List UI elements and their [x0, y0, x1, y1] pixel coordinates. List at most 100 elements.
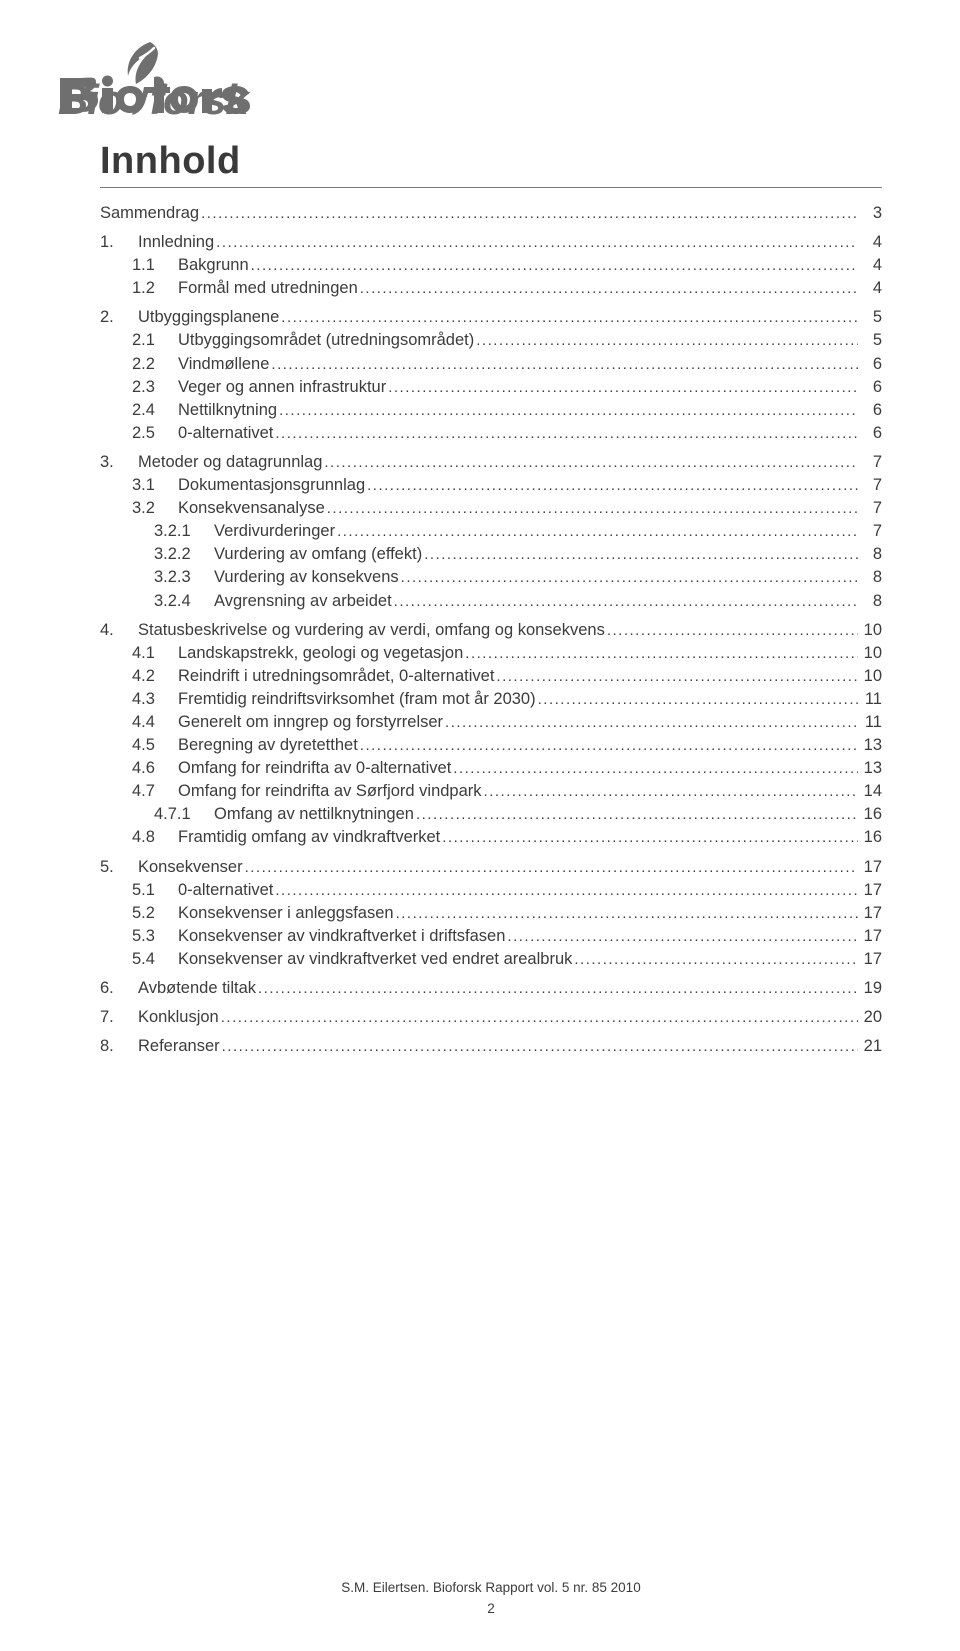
toc-leader-dots: [476, 329, 858, 352]
toc-entry-page: 16: [860, 826, 882, 849]
toc-entry-text: Metoder og datagrunnlag: [138, 451, 322, 474]
toc-leader-dots: [337, 520, 858, 543]
toc-entry-number: 2.5: [132, 422, 178, 445]
toc-entry-number: 4.8: [132, 826, 178, 849]
toc-entry-number: 3.2.2: [154, 543, 214, 566]
toc-entry-text: Konsekvenser av vindkraftverket ved endr…: [178, 948, 572, 971]
toc-entry-number: 4.4: [132, 711, 178, 734]
toc-leader-dots: [360, 277, 858, 300]
toc-leader-dots: [201, 202, 858, 225]
toc-entry-text: Bakgrunn: [178, 254, 249, 277]
toc-leader-dots: [442, 826, 858, 849]
toc-entry-number: 4.6: [132, 757, 178, 780]
toc-entry: 4.2Reindrift i utredningsområdet, 0-alte…: [100, 665, 882, 688]
toc-entry-text: Statusbeskrivelse og vurdering av verdi,…: [138, 619, 605, 642]
toc-entry-page: 3: [860, 202, 882, 225]
toc-entry-number: 1.: [100, 231, 138, 254]
toc-leader-dots: [367, 474, 858, 497]
toc-entry-page: 8: [860, 566, 882, 589]
toc-entry: 4.4Generelt om inngrep og forstyrrelser1…: [100, 711, 882, 734]
toc-entry-text: Konsekvenser av vindkraftverket i drifts…: [178, 925, 505, 948]
toc-entry-text: Konsekvenser: [138, 856, 243, 879]
toc-entry-text: Omfang for reindrifta av 0-alternativet: [178, 757, 451, 780]
svg-text:forsk: forsk: [150, 76, 251, 118]
toc-entry-page: 5: [860, 329, 882, 352]
toc-entry-page: 5: [860, 306, 882, 329]
toc-entry-number: 5.: [100, 856, 138, 879]
toc-leader-dots: [394, 590, 858, 613]
toc-entry-number: 5.4: [132, 948, 178, 971]
toc-entry: 1.1Bakgrunn4: [100, 254, 882, 277]
toc-entry: 4.6Omfang for reindrifta av 0-alternativ…: [100, 757, 882, 780]
toc-entry-text: Vurdering av omfang (effekt): [214, 543, 422, 566]
toc-entry-page: 4: [860, 231, 882, 254]
toc-entry-text: Avbøtende tiltak: [138, 977, 256, 1000]
toc-entry: 5.Konsekvenser 17: [100, 856, 882, 879]
svg-text:Bio: Bio: [58, 76, 123, 118]
toc-entry-page: 11: [860, 688, 882, 711]
toc-entry-text: Landskapstrekk, geologi og vegetasjon: [178, 642, 463, 665]
toc-entry-number: 4.1: [132, 642, 178, 665]
toc-leader-dots: [445, 711, 858, 734]
toc-entry-text: Utbyggingsplanene: [138, 306, 279, 329]
toc-leader-dots: [416, 803, 858, 826]
toc-entry-text: Referanser: [138, 1035, 220, 1058]
toc-entry: 4.5Beregning av dyretetthet13: [100, 734, 882, 757]
toc-entry-page: 13: [860, 757, 882, 780]
toc-entry-text: Framtidig omfang av vindkraftverket: [178, 826, 440, 849]
toc-entry-number: 4.5: [132, 734, 178, 757]
toc-entry-number: 4.7: [132, 780, 178, 803]
toc-leader-dots: [281, 306, 858, 329]
toc-leader-dots: [258, 977, 858, 1000]
toc-entry-text: Beregning av dyretetthet: [178, 734, 358, 757]
toc-entry: 2.Utbyggingsplanene 5: [100, 306, 882, 329]
toc-leader-dots: [538, 688, 858, 711]
toc-entry-page: 10: [860, 665, 882, 688]
toc-entry-number: 3.2.1: [154, 520, 214, 543]
toc-entry-number: 2.4: [132, 399, 178, 422]
toc-entry-number: 2.3: [132, 376, 178, 399]
toc-entry: 5.3Konsekvenser av vindkraftverket i dri…: [100, 925, 882, 948]
toc-entry: 8.Referanser21: [100, 1035, 882, 1058]
toc-leader-dots: [216, 231, 858, 254]
bioforsk-logo: Bio forsk: [54, 40, 882, 118]
toc-entry-text: 0-alternativet: [178, 422, 273, 445]
toc-entry-text: Nettilknytning: [178, 399, 277, 422]
page-title: Innhold: [100, 140, 882, 183]
title-rule: [100, 187, 882, 188]
toc-entry-number: 1.2: [132, 277, 178, 300]
toc-leader-dots: [424, 543, 858, 566]
toc-entry: 4.7.1Omfang av nettilknytningen16: [100, 803, 882, 826]
toc-entry-page: 7: [860, 474, 882, 497]
toc-leader-dots: [221, 1006, 858, 1029]
toc-entry-number: 2.: [100, 306, 138, 329]
toc-entry-number: 3.: [100, 451, 138, 474]
toc-leader-dots: [607, 619, 858, 642]
toc-entry: 5.10-alternativet17: [100, 879, 882, 902]
toc-entry-text: Konsekvensanalyse: [178, 497, 325, 520]
toc-entry-text: Vurdering av konsekvens: [214, 566, 399, 589]
toc-entry: 3.2.2Vurdering av omfang (effekt)8: [100, 543, 882, 566]
toc-entry-number: 4.3: [132, 688, 178, 711]
toc-entry-text: Formål med utredningen: [178, 277, 358, 300]
toc-entry-page: 8: [860, 590, 882, 613]
toc-entry-page: 10: [860, 642, 882, 665]
toc-entry-number: 5.1: [132, 879, 178, 902]
toc-entry-page: 17: [860, 856, 882, 879]
toc-entry-text: Sammendrag: [100, 202, 199, 225]
toc-entry-number: 5.3: [132, 925, 178, 948]
toc-entry-number: 2.2: [132, 353, 178, 376]
toc-leader-dots: [465, 642, 858, 665]
toc-leader-dots: [388, 376, 858, 399]
toc-entry-page: 16: [860, 803, 882, 826]
toc-entry-page: 4: [860, 254, 882, 277]
toc-leader-dots: [279, 399, 858, 422]
toc-entry: 7.Konklusjon20: [100, 1006, 882, 1029]
toc-entry-text: Avgrensning av arbeidet: [214, 590, 392, 613]
toc-leader-dots: [360, 734, 858, 757]
toc-entry-number: 8.: [100, 1035, 138, 1058]
toc-leader-dots: [222, 1035, 858, 1058]
toc-entry-page: 7: [860, 520, 882, 543]
toc-entry-number: 5.2: [132, 902, 178, 925]
table-of-contents: Sammendrag31.Innledning41.1Bakgrunn41.2F…: [100, 202, 882, 1058]
